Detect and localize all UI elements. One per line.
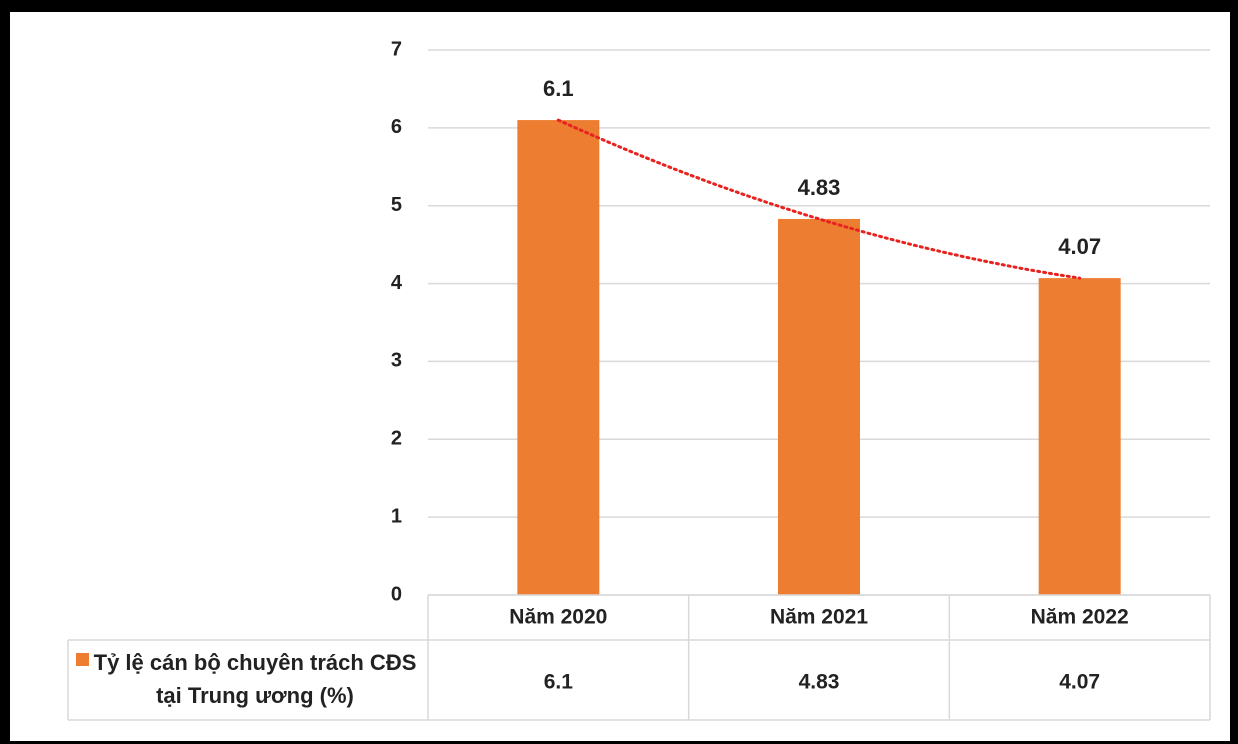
x-tick-label: Năm 2021 (770, 606, 868, 629)
x-tick-label: Năm 2020 (509, 606, 607, 629)
data-label: 4.83 (798, 175, 841, 200)
bar (778, 218, 860, 595)
table-value: 4.07 (1059, 671, 1100, 694)
y-tick-label: 1 (391, 505, 402, 527)
y-tick-label: 5 (391, 194, 402, 216)
x-tick-label: Năm 2022 (1031, 606, 1129, 629)
table-value: 6.1 (544, 671, 574, 694)
y-tick-label: 6 (391, 116, 402, 138)
legend-label: Tỷ lệ cán bộ chuyên trách CĐS tại Trung … (93, 650, 417, 708)
legend: Tỷ lệ cán bộ chuyên trách CĐS tại Trung … (93, 650, 417, 708)
y-tick-label: 3 (391, 350, 402, 372)
y-tick-label: 2 (391, 428, 402, 450)
legend-key (76, 653, 89, 666)
y-tick-label: 7 (391, 38, 402, 60)
table-value: 4.83 (799, 671, 840, 694)
bar (517, 120, 600, 596)
bar (1038, 278, 1121, 595)
y-tick-label: 4 (391, 272, 403, 294)
y-tick-label: 0 (391, 583, 402, 605)
data-label: 6.1 (543, 76, 574, 101)
trendline (556, 118, 1082, 280)
data-label: 4.07 (1058, 234, 1101, 259)
